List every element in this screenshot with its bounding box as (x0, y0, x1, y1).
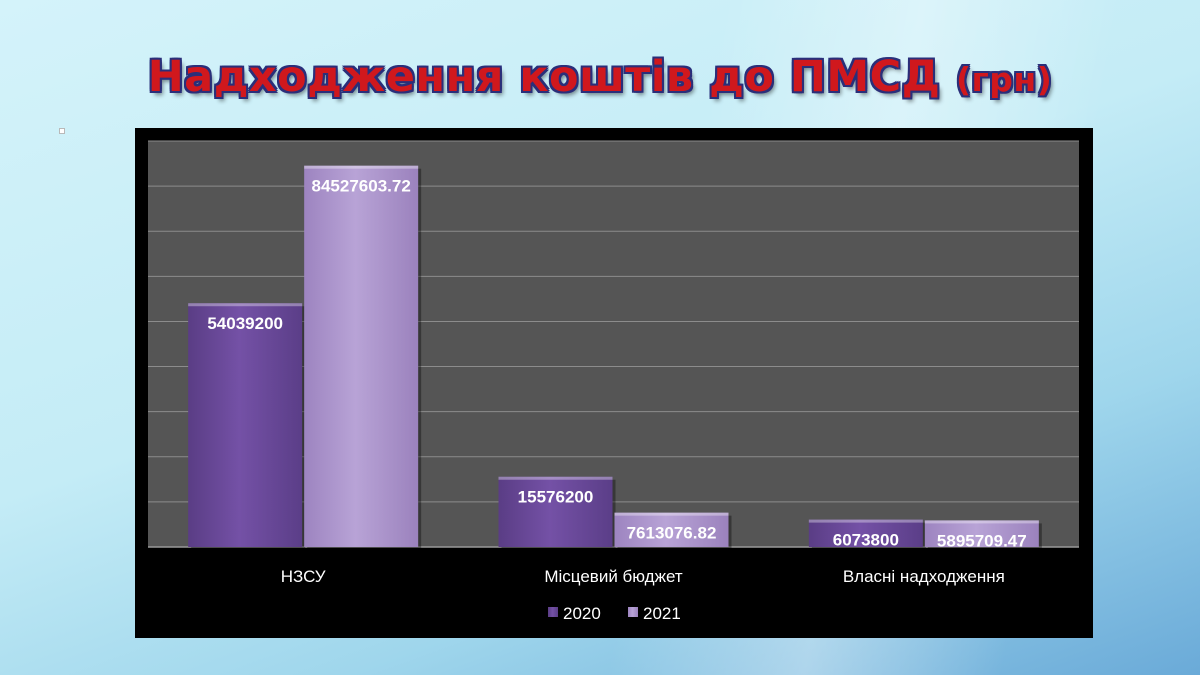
legend-label-2021: 2021 (643, 604, 681, 623)
plot-area (148, 141, 1079, 547)
bar-top-highlight (924, 520, 1039, 524)
data-label: 7613076.82 (627, 524, 717, 543)
bar-top-highlight (614, 512, 729, 516)
legend-swatch-2020 (548, 607, 558, 617)
legend-swatch-2021 (628, 607, 638, 617)
gridlines (148, 140, 1079, 548)
legend: 2020 2021 (548, 604, 681, 623)
category-label: Власні надходження (843, 567, 1005, 586)
bar-top-highlight (498, 476, 613, 480)
slide-title: Надходження коштів до ПМСД (грн) (0, 52, 1200, 102)
bars (188, 165, 1042, 550)
category-label: НЗСУ (281, 567, 326, 586)
category-labels: НЗСУ Місцевий бюджет Власні надходження (281, 567, 1005, 586)
data-labels: 54039200 84527603.72 15576200 7613076.82 607… (207, 177, 1026, 551)
bar-2020-2 (808, 519, 923, 547)
bar-2021-1 (614, 512, 729, 547)
bar-2021-0 (304, 165, 419, 547)
slide-title-unit: (грн) (955, 60, 1053, 99)
legend-label-2020: 2020 (563, 604, 601, 623)
data-label: 5895709.47 (937, 531, 1027, 550)
bar-2020-1 (498, 476, 613, 547)
category-label: Місцевий бюджет (544, 567, 682, 586)
data-label: 54039200 (207, 314, 283, 333)
slide-title-main: Надходження коштів до ПМСД (147, 52, 941, 102)
bar-2021-2 (924, 520, 1039, 547)
bar-top-highlight (188, 303, 303, 307)
bar-2020-0 (188, 303, 303, 547)
data-label: 15576200 (518, 488, 594, 507)
placeholder-bullet (59, 128, 65, 134)
bar-top-highlight (304, 165, 419, 169)
data-label: 6073800 (833, 531, 899, 550)
bar-top-highlight (808, 519, 923, 523)
data-label: 84527603.72 (312, 177, 411, 196)
